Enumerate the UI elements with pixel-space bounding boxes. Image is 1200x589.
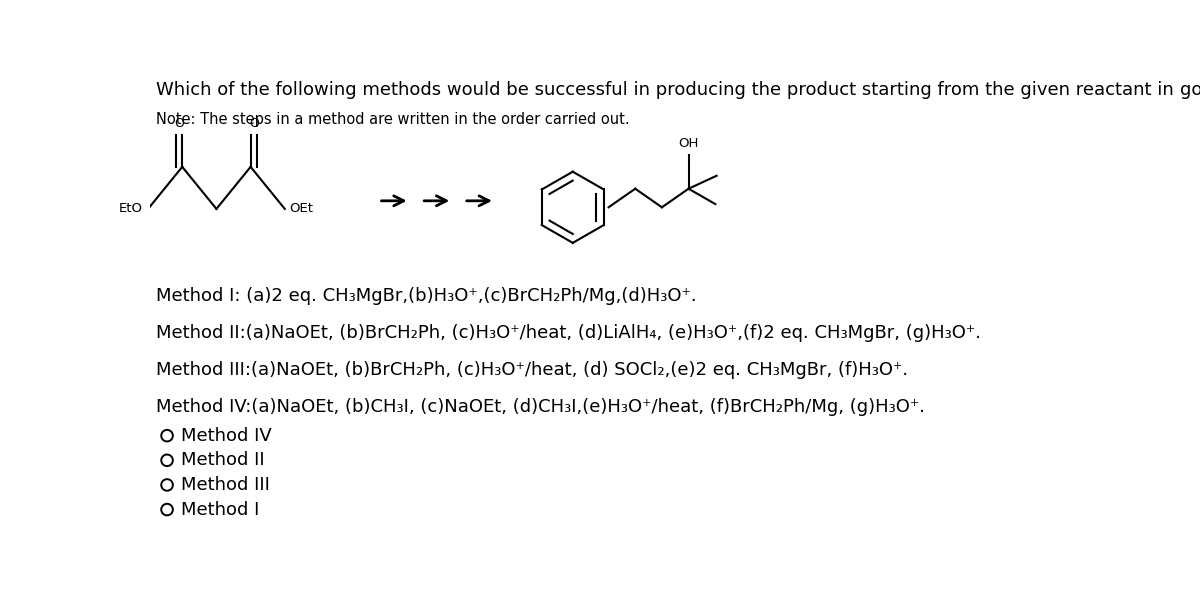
Text: Method III: Method III <box>181 476 270 494</box>
Text: Method IV:(a)NaOEt, (b)CH₃I, (c)NaOEt, (d)CH₃I,(e)H₃O⁺/heat, (f)BrCH₂Ph/Mg, (g)H: Method IV:(a)NaOEt, (b)CH₃I, (c)NaOEt, (… <box>156 398 925 416</box>
Text: O: O <box>248 117 259 130</box>
Text: Method II: Method II <box>181 451 264 469</box>
Text: OH: OH <box>678 137 698 150</box>
Text: Which of the following methods would be successful in producing the product star: Which of the following methods would be … <box>156 81 1180 100</box>
Text: Method I: Method I <box>181 501 259 518</box>
Text: Method III:(a)NaOEt, (b)BrCH₂Ph, (c)H₃O⁺/heat, (d) SOCl₂,(e)2 eq. CH₃MgBr, (f)H₃: Method III:(a)NaOEt, (b)BrCH₂Ph, (c)H₃O⁺… <box>156 361 908 379</box>
Text: Method II:(a)NaOEt, (b)BrCH₂Ph, (c)H₃O⁺/heat, (d)LiAlH₄, (e)H₃O⁺,(f)2 eq. CH₃MgB: Method II:(a)NaOEt, (b)BrCH₂Ph, (c)H₃O⁺/… <box>156 324 982 342</box>
Text: good yield: good yield <box>1180 81 1200 100</box>
Text: Method IV: Method IV <box>181 426 271 445</box>
Text: Note: The steps in a method are written in the order carried out.: Note: The steps in a method are written … <box>156 112 630 127</box>
Text: EtO: EtO <box>119 203 143 216</box>
Text: Method I: (a)2 eq. CH₃MgBr,(b)H₃O⁺,(c)BrCH₂Ph/Mg,(d)H₃O⁺.: Method I: (a)2 eq. CH₃MgBr,(b)H₃O⁺,(c)Br… <box>156 287 697 305</box>
Text: O: O <box>174 117 184 130</box>
Text: OEt: OEt <box>289 203 313 216</box>
